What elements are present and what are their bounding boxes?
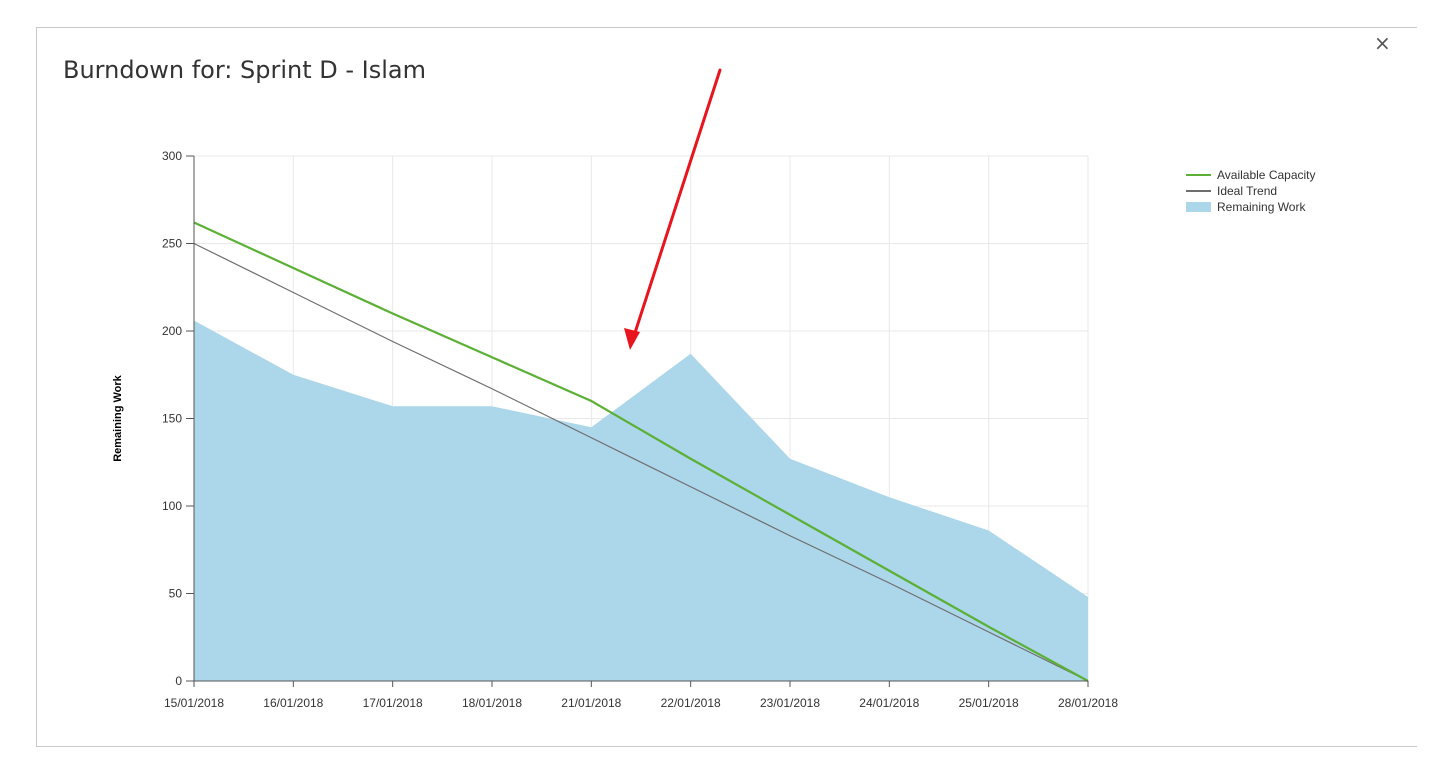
y-tick-label: 300 <box>162 149 182 163</box>
annotation-arrow-shaft <box>630 68 722 344</box>
x-tick-label: 28/01/2018 <box>1058 696 1118 710</box>
legend-label: Remaining Work <box>1217 200 1306 214</box>
y-tick-label: 250 <box>162 237 182 251</box>
x-tick-label: 18/01/2018 <box>462 696 522 710</box>
y-tick-label: 200 <box>162 324 182 338</box>
available-capacity-line <box>193 221 1089 682</box>
remaining-work-area <box>194 320 1088 681</box>
x-tick-label: 21/01/2018 <box>561 696 621 710</box>
x-tick-label: 23/01/2018 <box>760 696 820 710</box>
ideal-trend-line <box>193 242 1089 682</box>
x-tick-label: 25/01/2018 <box>959 696 1019 710</box>
y-tick-label: 150 <box>162 412 182 426</box>
x-tick-label: 24/01/2018 <box>859 696 919 710</box>
dialog-title: Burndown for: Sprint D - Islam <box>63 56 426 84</box>
legend-label: Available Capacity <box>1217 168 1316 182</box>
annotation-arrow-head <box>624 328 640 350</box>
y-tick-label: 100 <box>162 499 182 513</box>
legend-label: Ideal Trend <box>1217 184 1277 198</box>
legend-swatch-box <box>1186 202 1211 212</box>
x-tick-label: 15/01/2018 <box>164 696 224 710</box>
x-tick-label: 17/01/2018 <box>363 696 423 710</box>
x-tick-label: 22/01/2018 <box>661 696 721 710</box>
x-tick-label: 16/01/2018 <box>263 696 323 710</box>
y-axis-title: Remaining Work <box>112 374 124 461</box>
y-tick-label: 0 <box>175 674 182 688</box>
y-tick-label: 50 <box>169 587 183 601</box>
close-icon[interactable]: × <box>1374 31 1391 55</box>
